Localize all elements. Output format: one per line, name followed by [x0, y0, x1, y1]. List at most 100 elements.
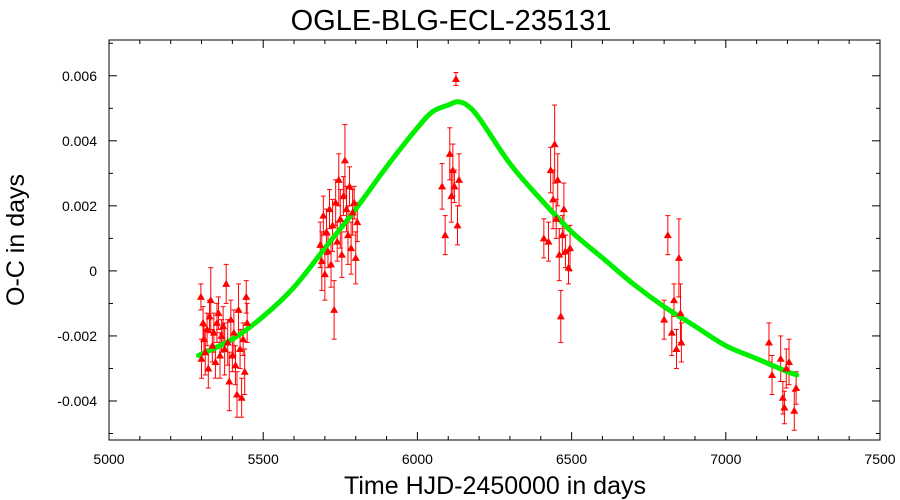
- data-point: [327, 260, 336, 268]
- data-point: [209, 328, 218, 336]
- data-point: [782, 364, 791, 372]
- data-point: [336, 214, 345, 222]
- data-point: [243, 318, 252, 326]
- data-point: [445, 149, 454, 157]
- data-point: [785, 357, 794, 365]
- data-point: [228, 351, 237, 359]
- data-point: [549, 195, 558, 203]
- data-point: [448, 166, 457, 174]
- y-tick-label: 0: [89, 263, 97, 279]
- data-point: [206, 296, 215, 304]
- data-point: [320, 270, 329, 278]
- data-point: [672, 344, 681, 352]
- y-tick-label: -0.004: [57, 393, 97, 409]
- x-tick-label: 7000: [710, 451, 741, 467]
- data-point: [219, 322, 228, 330]
- data-point: [561, 247, 570, 255]
- data-point: [455, 175, 464, 183]
- data-point: [348, 208, 357, 216]
- data-point: [231, 361, 240, 369]
- data-point: [214, 309, 223, 317]
- fit-curve: [195, 99, 800, 378]
- data-point: [199, 335, 208, 343]
- data-point: [552, 214, 561, 222]
- data-point: [344, 231, 353, 239]
- data-point: [331, 198, 340, 206]
- data-point: [669, 296, 678, 304]
- data-point: [768, 370, 777, 378]
- data-point: [197, 354, 206, 362]
- plot-frame: [108, 39, 881, 441]
- data-point: [201, 348, 210, 356]
- data-point: [229, 328, 238, 336]
- data-point: [674, 253, 683, 261]
- x-tick-label: 6000: [402, 451, 433, 467]
- data-point: [447, 192, 456, 200]
- y-tick-label: 0.002: [62, 198, 97, 214]
- data-point: [208, 341, 217, 349]
- data-point: [453, 221, 462, 229]
- data-point: [451, 75, 460, 83]
- data-point: [319, 211, 328, 219]
- data-point: [317, 257, 326, 265]
- data-point: [236, 344, 245, 352]
- data-point: [550, 140, 559, 148]
- data-point: [232, 390, 241, 398]
- data-point: [204, 364, 213, 372]
- data-point: [660, 315, 669, 323]
- data-point: [196, 292, 205, 300]
- data-point: [334, 175, 343, 183]
- data-point: [325, 205, 334, 213]
- data-point: [203, 325, 212, 333]
- data-point: [667, 328, 676, 336]
- data-point: [558, 231, 567, 239]
- data-point: [316, 240, 325, 248]
- data-point: [217, 331, 226, 339]
- y-axis-label: O-C in days: [2, 174, 30, 306]
- data-point: [556, 312, 565, 320]
- data-point: [347, 244, 356, 252]
- x-tick-label: 7500: [864, 451, 895, 467]
- data-point: [441, 231, 450, 239]
- data-point: [226, 315, 235, 323]
- data-point: [240, 367, 249, 375]
- data-point: [564, 263, 573, 271]
- data-point: [342, 205, 351, 213]
- data-point: [676, 309, 685, 317]
- data-point: [322, 227, 331, 235]
- data-point: [663, 231, 672, 239]
- data-point: [242, 292, 251, 300]
- data-point: [216, 351, 225, 359]
- data-point: [438, 182, 447, 190]
- data-point: [333, 237, 342, 245]
- x-tick-label: 5000: [93, 451, 124, 467]
- data-point: [555, 250, 564, 258]
- data-point: [780, 403, 789, 411]
- data-point: [199, 318, 208, 326]
- data-points: [196, 75, 801, 414]
- data-point: [223, 338, 232, 346]
- x-axis-label: Time HJD-2450000 in days: [344, 472, 646, 500]
- data-point: [778, 393, 787, 401]
- data-point: [553, 175, 562, 183]
- error-bars: [198, 72, 799, 431]
- data-point: [353, 218, 362, 226]
- chart-title: OGLE-BLG-ECL-235131: [291, 5, 612, 37]
- data-point: [211, 357, 220, 365]
- y-tick-label: 0.004: [62, 133, 97, 149]
- data-point: [544, 237, 553, 245]
- data-point: [234, 305, 243, 313]
- data-point: [339, 192, 348, 200]
- data-point: [328, 221, 337, 229]
- data-point: [539, 234, 548, 242]
- x-tick-label: 6500: [556, 451, 587, 467]
- data-point: [340, 156, 349, 164]
- y-tick-label: 0.006: [62, 68, 97, 84]
- data-point: [225, 377, 234, 385]
- y-tick-label: -0.002: [57, 328, 97, 344]
- data-point: [345, 182, 354, 190]
- data-point: [220, 344, 229, 352]
- axis-ticks: 5000 5500 6000 6500 7000 7500 -0.004 -0.002 0 0.0…: [57, 40, 896, 467]
- data-point: [792, 383, 801, 391]
